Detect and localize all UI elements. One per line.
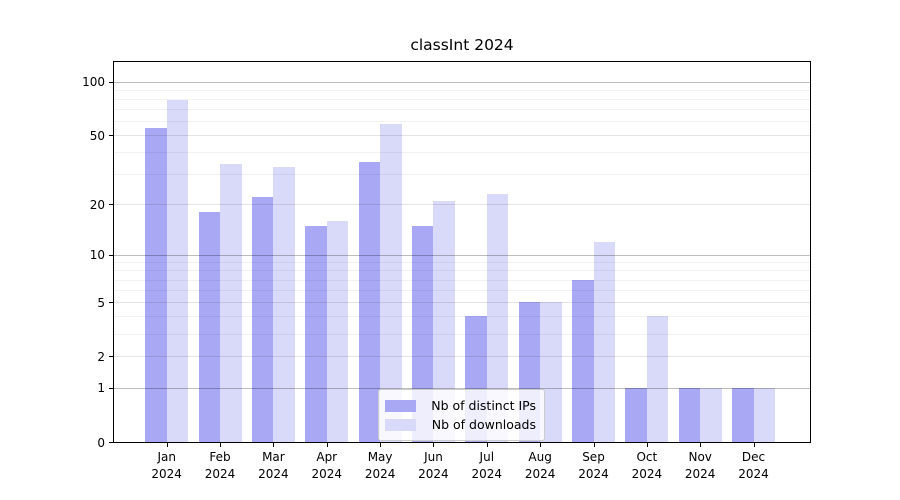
x-tick-label-jun: Jun 2024 <box>418 450 449 481</box>
y-tick-label-5: 5 <box>97 295 105 310</box>
bar-downloads-mar <box>273 166 295 442</box>
bar-distinct-ips-dec <box>732 387 754 442</box>
bar-distinct-ips-oct <box>625 387 647 442</box>
gridline-y-20 <box>114 204 810 206</box>
gridline-y-1 <box>114 387 810 389</box>
x-tick-mark-feb <box>220 443 222 447</box>
x-tick-label-feb: Feb 2024 <box>204 450 236 481</box>
gridline-y-4 <box>114 316 810 318</box>
gridline-y-100 <box>114 81 810 83</box>
x-tick-mark-nov <box>700 443 702 447</box>
x-tick-label-mar: Mar 2024 <box>258 450 289 481</box>
bar-distinct-ips-sep <box>572 279 594 442</box>
x-tick-mark-jul <box>486 443 488 447</box>
x-tick-label-may: May 2024 <box>364 450 396 481</box>
gridline-y-30 <box>114 173 810 175</box>
bar-distinct-ips-nov <box>678 387 701 442</box>
gridline-y-10 <box>114 254 810 256</box>
bar-downloads-jan <box>166 99 189 442</box>
x-tick-mark-jun <box>433 443 435 447</box>
x-tick-mark-aug <box>540 443 542 447</box>
bar-distinct-ips-feb <box>198 212 221 442</box>
y-tick-label-0: 0 <box>97 435 105 450</box>
x-tick-label-jul: Jul 2024 <box>471 450 503 481</box>
x-tick-mark-jan <box>166 443 168 447</box>
legend-swatch-icon <box>385 399 416 412</box>
plot-area <box>113 61 811 443</box>
x-tick-label-nov: Nov 2024 <box>684 450 716 481</box>
x-tick-mark-mar <box>273 443 275 447</box>
bar-downloads-sep <box>593 241 615 442</box>
y-tick-label-1: 1 <box>97 381 105 396</box>
bar-downloads-feb <box>220 164 242 442</box>
bar-downloads-may <box>380 123 402 442</box>
gridline-y-2 <box>114 356 810 358</box>
bar-downloads-jul <box>486 193 509 442</box>
gridline-y-90 <box>114 89 810 91</box>
bar-distinct-ips-jun <box>411 225 434 442</box>
legend-label: Nb of distinct IPs <box>431 398 536 413</box>
x-tick-mark-sep <box>593 443 595 447</box>
gridline-y-7 <box>114 279 810 281</box>
y-tick-mark-50 <box>109 135 113 137</box>
legend-item-distinct-ips: Nb of distinct IPs <box>385 398 536 413</box>
gridline-y-8 <box>114 270 810 272</box>
x-tick-label-apr: Apr 2024 <box>311 450 343 481</box>
legend: Nb of distinct IPs Nb of downloads <box>378 389 545 441</box>
y-tick-mark-0 <box>109 442 113 443</box>
gridline-y-80 <box>114 98 810 100</box>
gridline-y-9 <box>114 262 810 264</box>
y-tick-mark-20 <box>109 204 113 206</box>
y-tick-label-50: 50 <box>89 128 105 143</box>
x-tick-mark-may <box>380 443 382 447</box>
x-tick-label-dec: Dec 2024 <box>738 450 769 481</box>
x-tick-label-jan: Jan 2024 <box>151 450 182 481</box>
bar-downloads-jun <box>433 200 455 442</box>
gridline-y-3 <box>114 333 810 335</box>
y-tick-label-20: 20 <box>89 197 105 212</box>
gridline-y-5 <box>114 302 810 304</box>
bar-distinct-ips-apr <box>305 225 327 442</box>
bar-downloads-oct <box>646 316 669 442</box>
bar-distinct-ips-mar <box>251 197 274 442</box>
x-tick-mark-oct <box>646 443 648 447</box>
bar-downloads-nov <box>700 387 722 442</box>
x-tick-label-aug: Aug 2024 <box>524 450 556 481</box>
gridline-y-60 <box>114 121 810 123</box>
y-tick-label-10: 10 <box>89 248 105 263</box>
x-tick-label-oct: Oct 2024 <box>631 450 663 481</box>
y-tick-mark-1 <box>109 387 113 389</box>
y-tick-mark-100 <box>109 81 113 83</box>
y-tick-mark-5 <box>109 302 113 304</box>
gridline-y-6 <box>114 290 810 292</box>
bar-downloads-apr <box>326 220 349 442</box>
legend-label: Nb of downloads <box>431 417 536 432</box>
y-tick-label-2: 2 <box>97 349 105 364</box>
bar-downloads-dec <box>753 387 776 442</box>
y-tick-mark-2 <box>109 356 113 358</box>
y-tick-mark-10 <box>109 254 113 256</box>
x-tick-mark-dec <box>753 443 755 447</box>
bar-distinct-ips-may <box>358 162 381 442</box>
legend-swatch-icon <box>385 418 416 431</box>
gridline-y-50 <box>114 135 810 137</box>
bar-downloads-aug <box>540 302 562 442</box>
chart-title: classInt 2024 <box>410 36 514 54</box>
x-tick-label-sep: Sep 2024 <box>578 450 609 481</box>
x-tick-mark-apr <box>326 443 328 447</box>
gridline-y-40 <box>114 152 810 154</box>
legend-item-downloads: Nb of downloads <box>385 417 536 432</box>
y-tick-label-100: 100 <box>82 75 105 90</box>
bar-distinct-ips-jan <box>145 127 167 442</box>
gridline-y-70 <box>114 109 810 111</box>
